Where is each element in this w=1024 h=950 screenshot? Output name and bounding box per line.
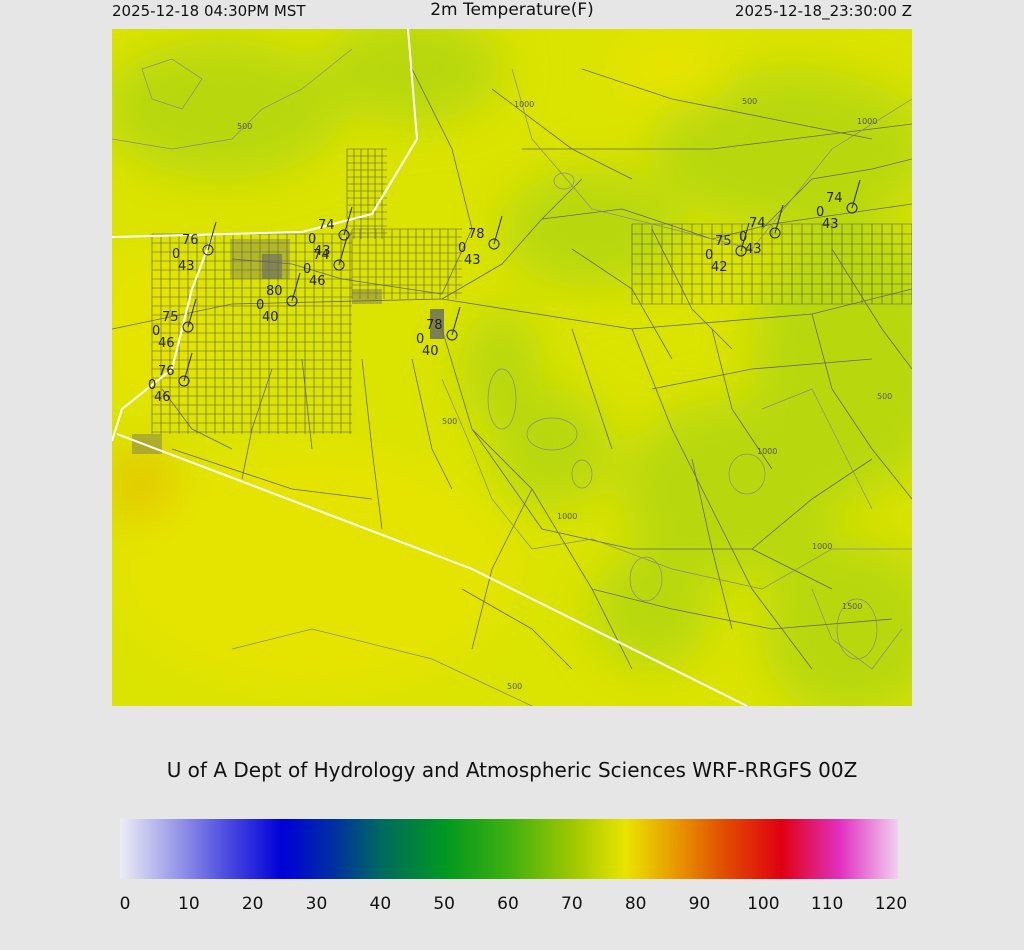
contour-label: 500	[442, 417, 457, 426]
contour-label: 500	[237, 122, 252, 131]
colorbar-tick: 100	[747, 894, 780, 914]
station-dewpoint: 46	[154, 390, 171, 405]
contour-label: 1000	[557, 512, 577, 521]
contour-label: 500	[507, 682, 522, 691]
station-wind: 0	[256, 298, 264, 313]
station-wind: 0	[416, 332, 424, 347]
colorbar-tick: 20	[241, 894, 264, 914]
station-dewpoint: 43	[464, 253, 481, 268]
colorbar-tick: 70	[561, 894, 583, 914]
contour-label: 500	[742, 97, 757, 106]
contour-lines	[112, 48, 912, 706]
station-temperature: 76	[158, 364, 175, 379]
contour-label: 1000	[812, 542, 832, 551]
station-wind: 0	[739, 230, 747, 245]
local-time-label: 2025-12-18 04:30PM MST	[112, 2, 306, 20]
road-network	[112, 68, 912, 670]
station-temperature: 76	[182, 233, 199, 248]
temperature-colorbar	[120, 819, 898, 879]
footer-credit: U of A Dept of Hydrology and Atmospheric…	[166, 758, 858, 782]
station-temperature: 74	[826, 191, 843, 206]
map-title: 2m Temperature(F)	[430, 0, 594, 20]
station-temperature: 78	[426, 318, 443, 333]
station-dewpoint: 43	[745, 242, 762, 257]
station-temperature: 74	[749, 216, 766, 231]
station-temperature: 78	[468, 227, 485, 242]
utc-time-label: 2025-12-18_23:30:00 Z	[734, 2, 912, 20]
station-temperature: 74	[313, 248, 330, 263]
contour-labels: 500 1000 500 500 1000 1000 1000 500 1000 1500 500	[237, 97, 892, 691]
station-wind: 0	[148, 378, 156, 393]
contour-label: 1000	[857, 117, 877, 126]
station-dewpoint: 43	[314, 244, 331, 259]
station-temperature: 75	[162, 310, 179, 325]
station-wind: 0	[172, 247, 180, 262]
colorbar-tick-labels: 0 10 20 30 40 50 60 70 80 90 100 110 120	[0, 894, 1024, 918]
station-dewpoint: 43	[822, 217, 839, 232]
station-wind: 0	[458, 241, 466, 256]
station-wind: 0	[816, 205, 824, 220]
colorbar-tick: 40	[369, 894, 392, 914]
station-temperature: 80	[266, 284, 283, 299]
colorbar-tick: 30	[305, 894, 328, 914]
station-wind: 0	[152, 324, 160, 339]
contour-label: 1000	[757, 447, 777, 456]
colorbar-tick: 50	[433, 894, 455, 914]
station-wind: 0	[303, 262, 311, 277]
colorbar-tick: 10	[178, 894, 200, 914]
contour-label: 500	[877, 392, 892, 401]
station-dewpoint: 42	[711, 260, 728, 275]
station-wind: 0	[705, 248, 713, 263]
temperature-map: 500 1000 500 500 1000 1000 1000 500 1000 1500 500 …	[112, 29, 912, 706]
station-dewpoint: 46	[158, 336, 175, 351]
boundary-lines	[112, 29, 748, 706]
contour-label: 1500	[842, 602, 862, 611]
colorbar-tick: 120	[874, 894, 908, 914]
station-markers: 7604374043740467804380040750467804076046…	[148, 179, 861, 405]
colorbar-tick: 90	[688, 894, 711, 914]
station-wind: 0	[308, 232, 316, 247]
colorbar-gradient	[120, 819, 898, 879]
colorbar-tick: 110	[810, 894, 844, 914]
station-dewpoint: 46	[309, 274, 326, 289]
colorbar-tick: 0	[119, 894, 131, 914]
urban-areas	[132, 239, 444, 454]
station-temperature: 75	[715, 234, 732, 249]
station-dewpoint: 40	[422, 344, 439, 359]
station-dewpoint: 40	[262, 310, 279, 325]
contour-label: 1000	[514, 100, 534, 109]
colorbar-tick: 60	[497, 894, 519, 914]
colorbar-tick: 80	[624, 894, 647, 914]
station-dewpoint: 43	[178, 259, 195, 274]
station-temperature: 74	[318, 218, 335, 233]
